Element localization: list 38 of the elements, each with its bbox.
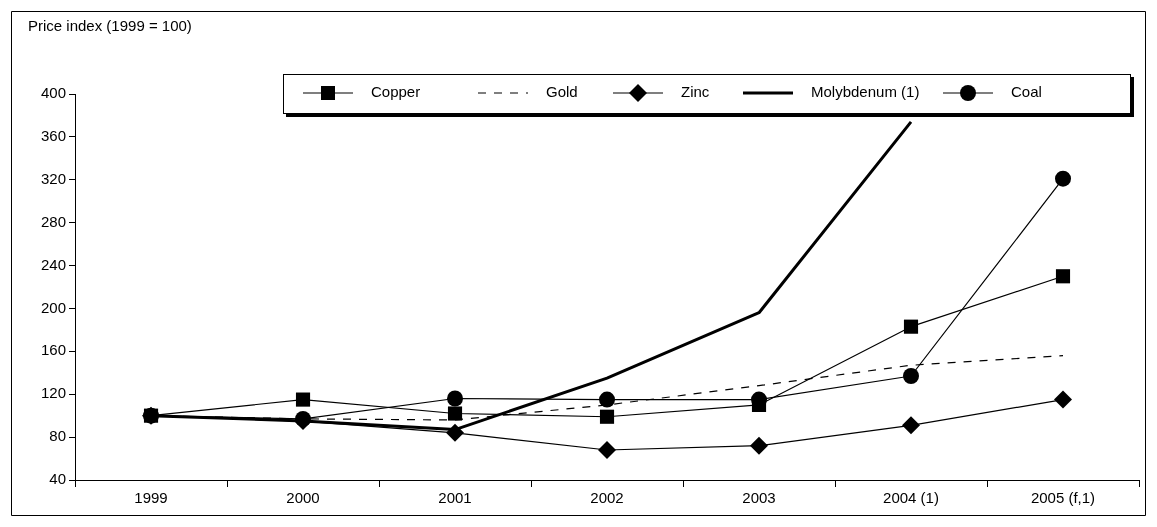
y-tick-label: 400 <box>41 84 67 102</box>
point <box>446 423 465 442</box>
point <box>447 406 463 421</box>
legend-label: Coal <box>1011 83 1042 101</box>
point <box>1054 390 1072 409</box>
y-tick-label: 200 <box>41 298 67 316</box>
point <box>903 319 919 334</box>
legend-label: Copper <box>371 83 421 101</box>
x-tick-label: 2004 (1) <box>883 489 939 507</box>
y-tick-label: 280 <box>41 212 67 230</box>
x-tick-label: 2003 <box>742 489 776 507</box>
legend-label: Molybdenum (1) <box>811 83 920 101</box>
point <box>1055 269 1071 284</box>
point <box>295 392 311 407</box>
y-tick-label: 160 <box>41 341 67 359</box>
x-tick-label: 2005 (f,1) <box>1030 489 1096 507</box>
point <box>902 416 921 435</box>
x-tick-label: 2002 <box>590 489 624 507</box>
point <box>599 391 616 408</box>
point <box>447 390 464 407</box>
x-tick-label: 1999 <box>134 489 168 507</box>
point <box>750 436 769 455</box>
point <box>598 440 617 459</box>
legend-label: Gold <box>546 83 578 101</box>
point <box>903 367 920 384</box>
point <box>143 408 159 423</box>
legend-label: Zinc <box>681 83 710 101</box>
x-tick-label: 2000 <box>286 489 320 507</box>
y-tick-label: 120 <box>41 384 67 402</box>
y-tick-label: 320 <box>41 169 67 187</box>
y-axis-title: Price index (1999 = 100) <box>28 16 192 34</box>
y-tick-label: 360 <box>41 127 67 145</box>
y-tick-label: 240 <box>41 255 67 273</box>
y-tick-label: 80 <box>49 427 67 445</box>
point <box>599 409 615 424</box>
point <box>1055 170 1071 187</box>
y-tick-label: 40 <box>49 470 67 488</box>
x-tick-label: 2001 <box>438 489 472 507</box>
